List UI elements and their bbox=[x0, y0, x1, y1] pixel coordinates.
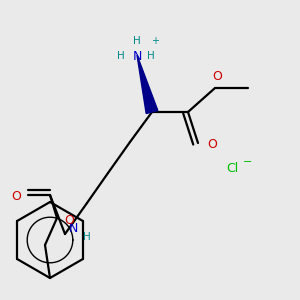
Text: N: N bbox=[68, 221, 78, 235]
Polygon shape bbox=[137, 55, 158, 113]
Text: O: O bbox=[11, 190, 21, 203]
Text: H: H bbox=[133, 36, 141, 46]
Text: O: O bbox=[207, 139, 217, 152]
Text: −: − bbox=[243, 157, 253, 167]
Text: H: H bbox=[83, 232, 91, 242]
Text: Cl: Cl bbox=[226, 161, 238, 175]
Text: N: N bbox=[132, 50, 142, 64]
Text: H: H bbox=[117, 51, 125, 61]
Text: +: + bbox=[151, 36, 159, 46]
Text: O: O bbox=[212, 70, 222, 83]
Text: H: H bbox=[147, 51, 155, 61]
Text: O: O bbox=[64, 214, 74, 226]
